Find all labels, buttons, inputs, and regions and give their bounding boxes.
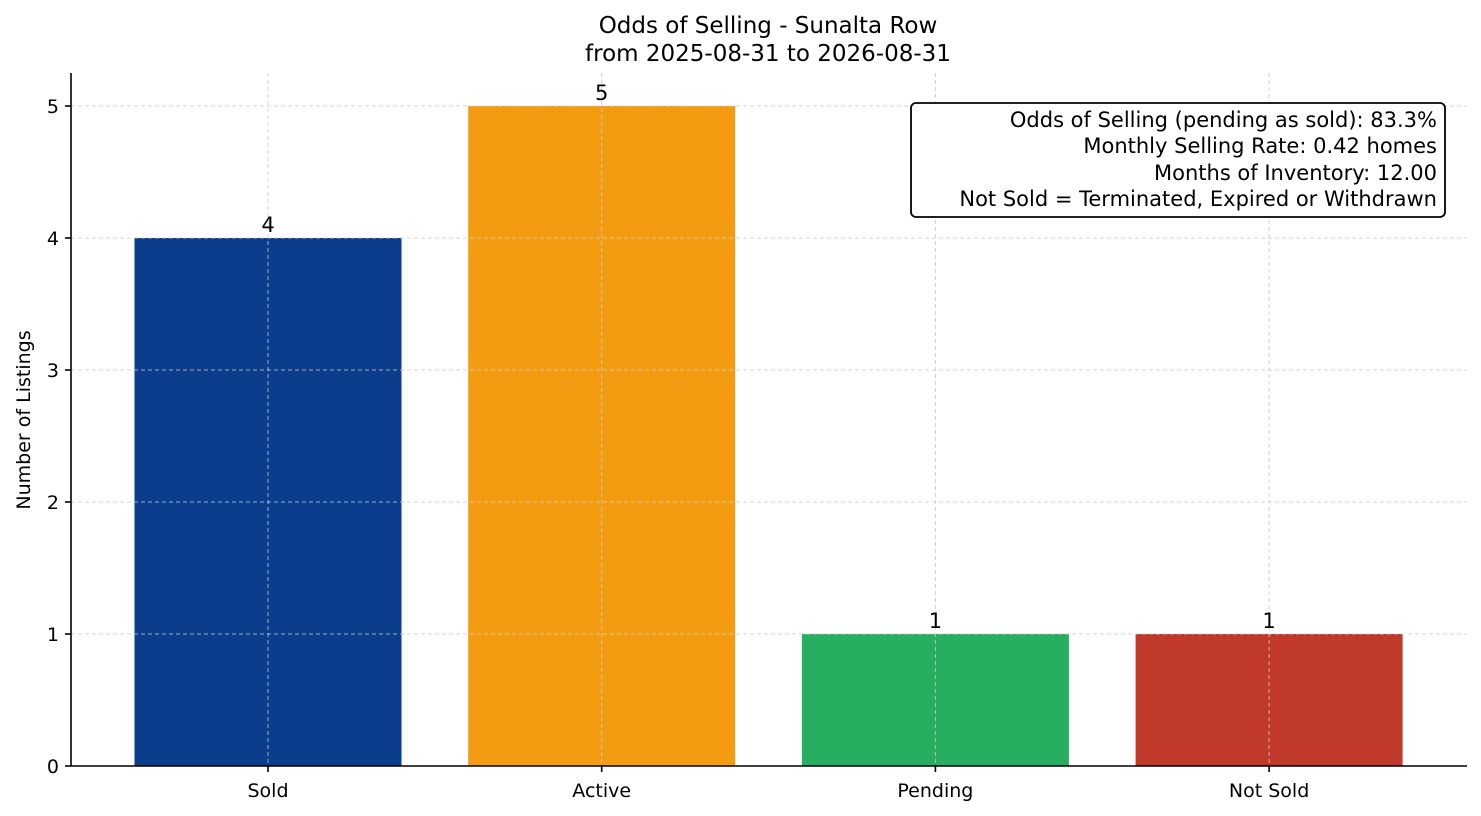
data-label: 4 bbox=[261, 213, 274, 237]
chart-subtitle: from 2025-08-31 to 2026-08-31 bbox=[585, 41, 951, 67]
y-axis-label: Number of Listings bbox=[13, 330, 35, 509]
data-label: 1 bbox=[929, 609, 942, 633]
info-line-inventory: Months of Inventory: 12.00 bbox=[1154, 161, 1437, 185]
y-tick-label: 2 bbox=[47, 492, 59, 514]
y-tick-label: 1 bbox=[47, 624, 59, 646]
info-line-selling-rate: Monthly Selling Rate: 0.42 homes bbox=[1083, 134, 1437, 158]
x-tick-label: Sold bbox=[247, 780, 288, 802]
y-tick-label: 3 bbox=[47, 360, 59, 382]
bar-active bbox=[468, 106, 736, 766]
info-box-frame bbox=[910, 102, 1446, 218]
data-labels: 4 5 1 1 bbox=[261, 81, 1275, 633]
info-box: Odds of Selling (pending as sold): 83.3%… bbox=[910, 102, 1446, 218]
y-tick-label: 4 bbox=[47, 228, 59, 250]
y-tick-label: 5 bbox=[47, 96, 59, 118]
x-tick-label: Not Sold bbox=[1229, 780, 1309, 802]
data-label: 5 bbox=[595, 81, 608, 105]
chart-title: Odds of Selling - Sunalta Row bbox=[599, 13, 938, 39]
x-tick-label: Active bbox=[572, 780, 631, 802]
x-tick-label: Pending bbox=[897, 780, 973, 802]
info-line-not-sold-note: Not Sold = Terminated, Expired or Withdr… bbox=[959, 187, 1437, 211]
data-label: 1 bbox=[1262, 609, 1275, 633]
y-ticks: 0 1 2 3 4 5 bbox=[47, 96, 71, 778]
axes bbox=[70, 73, 1467, 767]
y-tick-label: 0 bbox=[47, 756, 59, 778]
x-ticks: Sold Active Pending Not Sold bbox=[247, 766, 1309, 802]
info-line-odds: Odds of Selling (pending as sold): 83.3% bbox=[1010, 108, 1437, 132]
gridlines-overlay bbox=[71, 73, 1467, 766]
